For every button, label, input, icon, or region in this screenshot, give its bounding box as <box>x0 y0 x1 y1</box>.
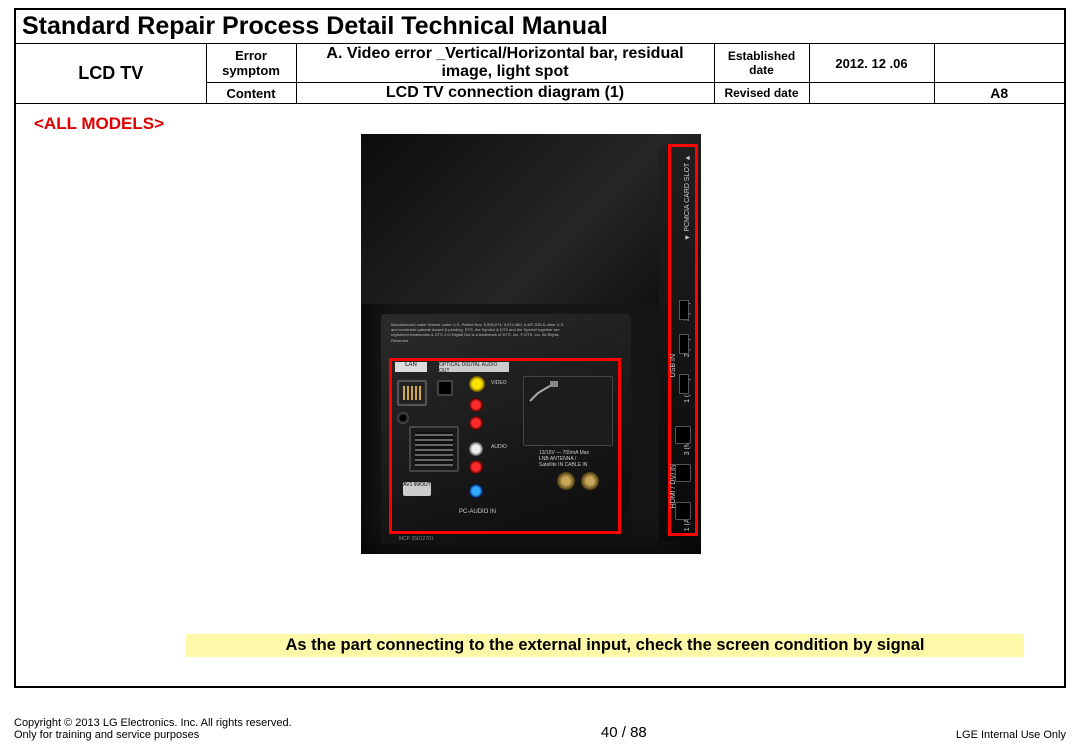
pc-audio-blue-icon <box>469 484 483 498</box>
info-panel <box>523 376 613 446</box>
mcp-label: MCP 35012701 <box>399 536 434 542</box>
established-label: Established date <box>714 44 809 83</box>
footer-right: LGE Internal Use Only <box>956 729 1066 741</box>
pcmcia-label: ◄ PCMCIA CARD SLOT ► <box>684 154 691 241</box>
lan-label: LAN <box>395 362 427 372</box>
audio-label: AUDIO <box>491 444 507 450</box>
page-footer: Copyright © 2013 LG Electronics. Inc. Al… <box>14 717 1066 741</box>
video-label: VIDEO <box>491 380 507 386</box>
scart-port-icon <box>409 426 459 472</box>
video-rca-yellow-icon <box>469 376 485 392</box>
usb-slot-2-icon <box>679 334 689 354</box>
pb-rca-red-icon <box>469 416 483 430</box>
hdmi-slot-1-icon <box>675 502 691 520</box>
header-table: LCD TV Error symptom A. Video error _Ver… <box>16 44 1064 104</box>
established-value: 2012. 12 .06 <box>809 44 934 83</box>
audio-r-red-icon <box>469 460 483 474</box>
manual-title: Standard Repair Process Detail Technical… <box>16 10 1064 44</box>
lnb-label: 13/15V — 700mA Max LNB ANTENNA / Satelli… <box>539 450 589 468</box>
headphone-port-icon <box>397 412 409 424</box>
antenna-coax-icon <box>581 472 599 490</box>
tv-back-photo: Manufactured under license under U.S. Pa… <box>361 134 701 554</box>
av-label: AV1 IN/OUT <box>403 482 431 496</box>
copyright-text: Copyright © 2013 LG Electronics. Inc. Al… <box>14 717 292 729</box>
content-area: <ALL MODELS> Manufactured under license … <box>16 104 1064 704</box>
optical-label: OPTICAL DIGITAL AUDIO OUT <box>439 362 509 372</box>
all-models-tag: <ALL MODELS> <box>34 114 164 134</box>
pr-rca-red-icon <box>469 398 483 412</box>
usb-slot-3-icon <box>679 300 689 320</box>
hdmi-cable-icon <box>528 381 558 405</box>
optical-port-icon <box>437 380 453 396</box>
sat-text: Satellite IN CABLE IN <box>539 462 587 468</box>
err-symptom-value: A. Video error _Vertical/Horizontal bar,… <box>296 44 714 83</box>
content-label: Content <box>206 83 296 104</box>
code-r1 <box>934 44 1064 83</box>
usb-slot-1-icon <box>679 374 689 394</box>
code-r2: A8 <box>934 83 1064 104</box>
purpose-text: Only for training and service purposes <box>14 729 292 741</box>
usbin-label: USB IN <box>670 354 677 377</box>
satellite-coax-icon <box>557 472 575 490</box>
content-value: LCD TV connection diagram (1) <box>296 83 714 104</box>
tv-screen-area <box>361 134 701 304</box>
audio-l-white-icon <box>469 442 483 456</box>
hdmi-slot-3-icon <box>675 426 691 444</box>
pcaudio-label: PC-AUDIO IN <box>459 509 496 515</box>
hdmi-slot-2-icon <box>675 464 691 482</box>
page-frame: Standard Repair Process Detail Technical… <box>14 8 1066 688</box>
revised-value <box>809 83 934 104</box>
revised-label: Revised date <box>714 83 809 104</box>
page-number: 40 / 88 <box>601 724 647 741</box>
connector-panel: Manufactured under license under U.S. Pa… <box>381 314 631 544</box>
product-cell: LCD TV <box>16 44 206 104</box>
footer-left: Copyright © 2013 LG Electronics. Inc. Al… <box>14 717 292 741</box>
patent-text: Manufactured under license under U.S. Pa… <box>391 322 571 343</box>
instruction-note: As the part connecting to the external i… <box>186 634 1024 657</box>
lan-port-icon <box>397 380 427 406</box>
err-symptom-label: Error symptom <box>206 44 296 83</box>
